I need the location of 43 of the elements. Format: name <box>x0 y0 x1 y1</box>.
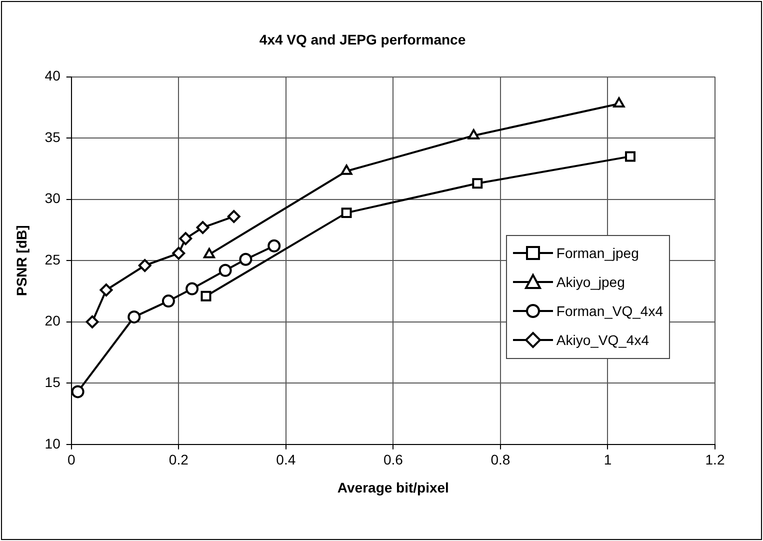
point <box>172 246 186 260</box>
y-tick-label: 25 <box>44 251 61 268</box>
point <box>100 284 113 297</box>
x-tick-label: 0.4 <box>276 452 296 468</box>
point <box>472 178 483 189</box>
y-tick-label: 30 <box>44 190 61 206</box>
point <box>268 239 281 252</box>
chart-title: 4x4 VQ and JEPG performance <box>259 31 466 48</box>
point <box>128 310 141 324</box>
legend-label: Forman_jpeg <box>556 245 639 262</box>
point <box>200 290 212 302</box>
x-tick-label: 0.8 <box>490 452 510 468</box>
x-tick-label: 1.2 <box>705 452 725 468</box>
y-tick-label: 35 <box>44 128 61 145</box>
point <box>71 385 84 398</box>
y-axis-title: PSNR [dB] <box>13 225 30 296</box>
point <box>138 259 152 272</box>
point <box>625 151 636 162</box>
point <box>468 129 480 140</box>
point <box>179 232 192 246</box>
point <box>227 210 240 223</box>
y-tick-label: 10 <box>44 435 61 452</box>
point <box>239 252 252 266</box>
legend-label: Akiyo_VQ_4x4 <box>556 332 649 348</box>
point <box>218 264 232 277</box>
point <box>196 221 210 234</box>
legend-label: Akiyo_jpeg <box>556 274 625 290</box>
x-tick-label: 0 <box>67 452 76 468</box>
point <box>613 97 625 108</box>
x-tick-label: 0.2 <box>168 452 189 468</box>
point <box>340 164 352 175</box>
point <box>186 282 199 296</box>
point <box>162 294 175 308</box>
x-tick-label: 1 <box>604 452 612 468</box>
y-tick-label: 40 <box>44 68 61 84</box>
y-tick-label: 20 <box>44 312 61 329</box>
point <box>86 315 99 328</box>
y-tick-label: 15 <box>44 374 61 390</box>
x-tick-label: 0.6 <box>383 452 404 468</box>
point <box>341 208 352 218</box>
point <box>203 248 215 258</box>
x-axis-title: Average bit/pixel <box>337 479 449 496</box>
legend-label: Forman_VQ_4x4 <box>556 303 663 320</box>
